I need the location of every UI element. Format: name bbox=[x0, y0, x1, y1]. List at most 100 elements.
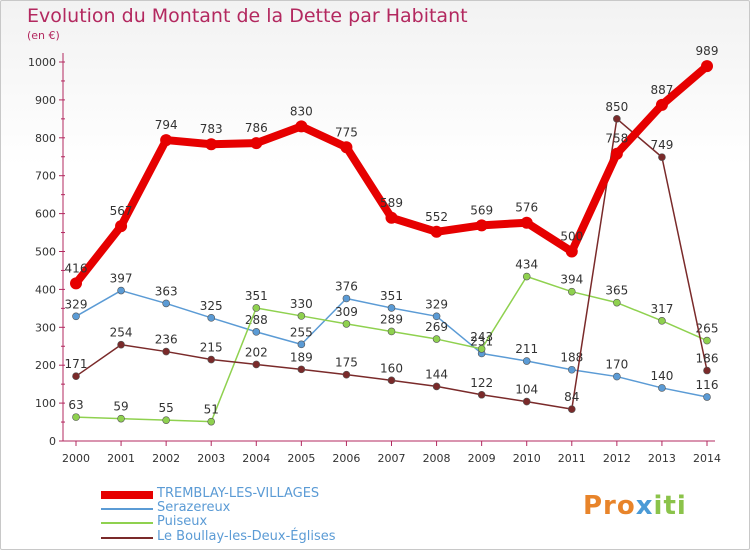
x-tick-label: 2007 bbox=[378, 452, 406, 465]
series-line-tremblay bbox=[72, 63, 710, 286]
data-label-boullay: 189 bbox=[290, 350, 313, 364]
y-tick-label: 900 bbox=[35, 94, 56, 107]
data-point-boullay bbox=[703, 366, 711, 375]
data-point-serazereux bbox=[432, 312, 441, 321]
data-point-puiseux bbox=[658, 317, 666, 325]
data-label-serazereux: 329 bbox=[65, 297, 88, 311]
x-tick-label: 2008 bbox=[423, 452, 451, 465]
data-point-puiseux bbox=[252, 304, 261, 312]
data-label-boullay: 175 bbox=[335, 356, 358, 370]
data-point-serazereux bbox=[117, 286, 125, 295]
data-point-puiseux bbox=[162, 416, 170, 424]
data-label-serazereux: 329 bbox=[425, 297, 448, 311]
data-label-puiseux: 434 bbox=[515, 258, 538, 272]
proxiti-logo: Proxiti bbox=[583, 491, 687, 521]
data-point-tremblay bbox=[655, 98, 668, 111]
data-label-puiseux: 289 bbox=[380, 312, 403, 326]
data-label-tremblay: 569 bbox=[470, 203, 493, 217]
data-label-boullay: 254 bbox=[110, 326, 133, 340]
data-label-serazereux: 288 bbox=[245, 313, 268, 327]
data-point-puiseux bbox=[342, 320, 351, 328]
data-point-tremblay bbox=[250, 137, 263, 150]
x-tick-label: 2010 bbox=[513, 452, 541, 465]
data-label-serazereux: 116 bbox=[696, 378, 719, 392]
data-label-serazereux: 351 bbox=[380, 289, 403, 303]
legend-swatch-boullay bbox=[101, 537, 153, 539]
x-tick-label: 2001 bbox=[107, 452, 135, 465]
data-label-tremblay: 887 bbox=[650, 83, 673, 97]
data-point-boullay bbox=[207, 355, 216, 364]
data-point-serazereux bbox=[658, 384, 666, 392]
data-label-serazereux: 376 bbox=[335, 279, 358, 293]
data-label-puiseux: 243 bbox=[470, 330, 493, 344]
data-point-puiseux bbox=[207, 417, 216, 426]
y-tick-label: 300 bbox=[35, 321, 56, 334]
data-point-serazereux bbox=[387, 304, 396, 312]
legend-label-boullay: Le Boullay-les-Deux-Églises bbox=[157, 529, 336, 544]
x-tick-label: 2000 bbox=[62, 452, 90, 465]
data-point-puiseux bbox=[387, 327, 396, 336]
data-point-puiseux bbox=[117, 414, 125, 423]
data-label-boullay: 215 bbox=[200, 341, 223, 355]
data-point-tremblay bbox=[160, 134, 173, 147]
data-label-serazereux: 211 bbox=[515, 342, 538, 356]
data-label-serazereux: 325 bbox=[200, 299, 223, 313]
data-point-serazereux bbox=[613, 372, 621, 381]
data-label-tremblay: 783 bbox=[200, 122, 223, 136]
data-point-tremblay bbox=[701, 60, 713, 73]
data-point-tremblay bbox=[520, 216, 533, 229]
data-label-boullay: 850 bbox=[605, 100, 628, 114]
data-label-tremblay: 794 bbox=[155, 118, 178, 132]
data-point-boullay bbox=[72, 372, 80, 380]
data-point-tremblay bbox=[610, 147, 623, 160]
data-label-boullay: 160 bbox=[380, 361, 403, 375]
data-label-serazereux: 188 bbox=[560, 351, 583, 365]
x-tick-label: 2003 bbox=[197, 452, 225, 465]
data-label-puiseux: 309 bbox=[335, 305, 358, 319]
data-label-tremblay: 576 bbox=[515, 201, 538, 215]
y-tick-label: 500 bbox=[35, 246, 56, 259]
data-label-puiseux: 330 bbox=[290, 297, 313, 311]
data-label-puiseux: 265 bbox=[696, 322, 719, 336]
y-tick-label: 700 bbox=[35, 170, 56, 183]
data-point-serazereux bbox=[72, 312, 80, 321]
data-point-boullay bbox=[522, 397, 531, 406]
data-point-tremblay bbox=[385, 211, 398, 224]
data-point-tremblay bbox=[295, 120, 308, 133]
data-label-puiseux: 365 bbox=[605, 284, 628, 298]
data-label-tremblay: 786 bbox=[245, 121, 268, 135]
data-point-boullay bbox=[432, 382, 441, 391]
data-label-puiseux: 59 bbox=[113, 400, 128, 414]
x-tick-label: 2004 bbox=[242, 452, 270, 465]
y-tick-label: 0 bbox=[49, 435, 56, 448]
data-label-puiseux: 63 bbox=[68, 398, 83, 412]
x-tick-label: 2009 bbox=[468, 452, 496, 465]
data-label-tremblay: 416 bbox=[65, 261, 88, 275]
x-tick-label: 2013 bbox=[648, 452, 676, 465]
data-point-serazereux bbox=[207, 314, 216, 322]
y-tick-label: 600 bbox=[35, 208, 56, 221]
x-tick-label: 2006 bbox=[332, 452, 360, 465]
data-label-tremblay: 500 bbox=[560, 230, 583, 244]
legend-label-puiseux: Puiseux bbox=[157, 514, 208, 529]
data-point-serazereux bbox=[522, 357, 531, 365]
data-point-puiseux bbox=[567, 287, 576, 296]
data-label-boullay: 236 bbox=[155, 333, 178, 347]
data-point-tremblay bbox=[115, 220, 128, 233]
data-point-puiseux bbox=[703, 336, 711, 345]
data-point-boullay bbox=[162, 347, 170, 356]
data-label-boullay: 186 bbox=[696, 352, 719, 366]
data-label-serazereux: 363 bbox=[155, 284, 178, 298]
legend-label-tremblay: TREMBLAY-LES-VILLAGES bbox=[157, 486, 320, 501]
data-label-puiseux: 351 bbox=[245, 289, 268, 303]
data-label-boullay: 171 bbox=[65, 357, 88, 371]
x-tick-label: 2014 bbox=[693, 452, 721, 465]
data-label-tremblay: 758 bbox=[605, 132, 628, 146]
data-label-serazereux: 231 bbox=[470, 334, 493, 348]
y-tick-label: 800 bbox=[35, 132, 56, 145]
data-point-serazereux bbox=[342, 294, 351, 303]
data-point-boullay bbox=[117, 340, 125, 349]
data-point-boullay bbox=[297, 365, 306, 374]
data-point-boullay bbox=[477, 390, 486, 399]
